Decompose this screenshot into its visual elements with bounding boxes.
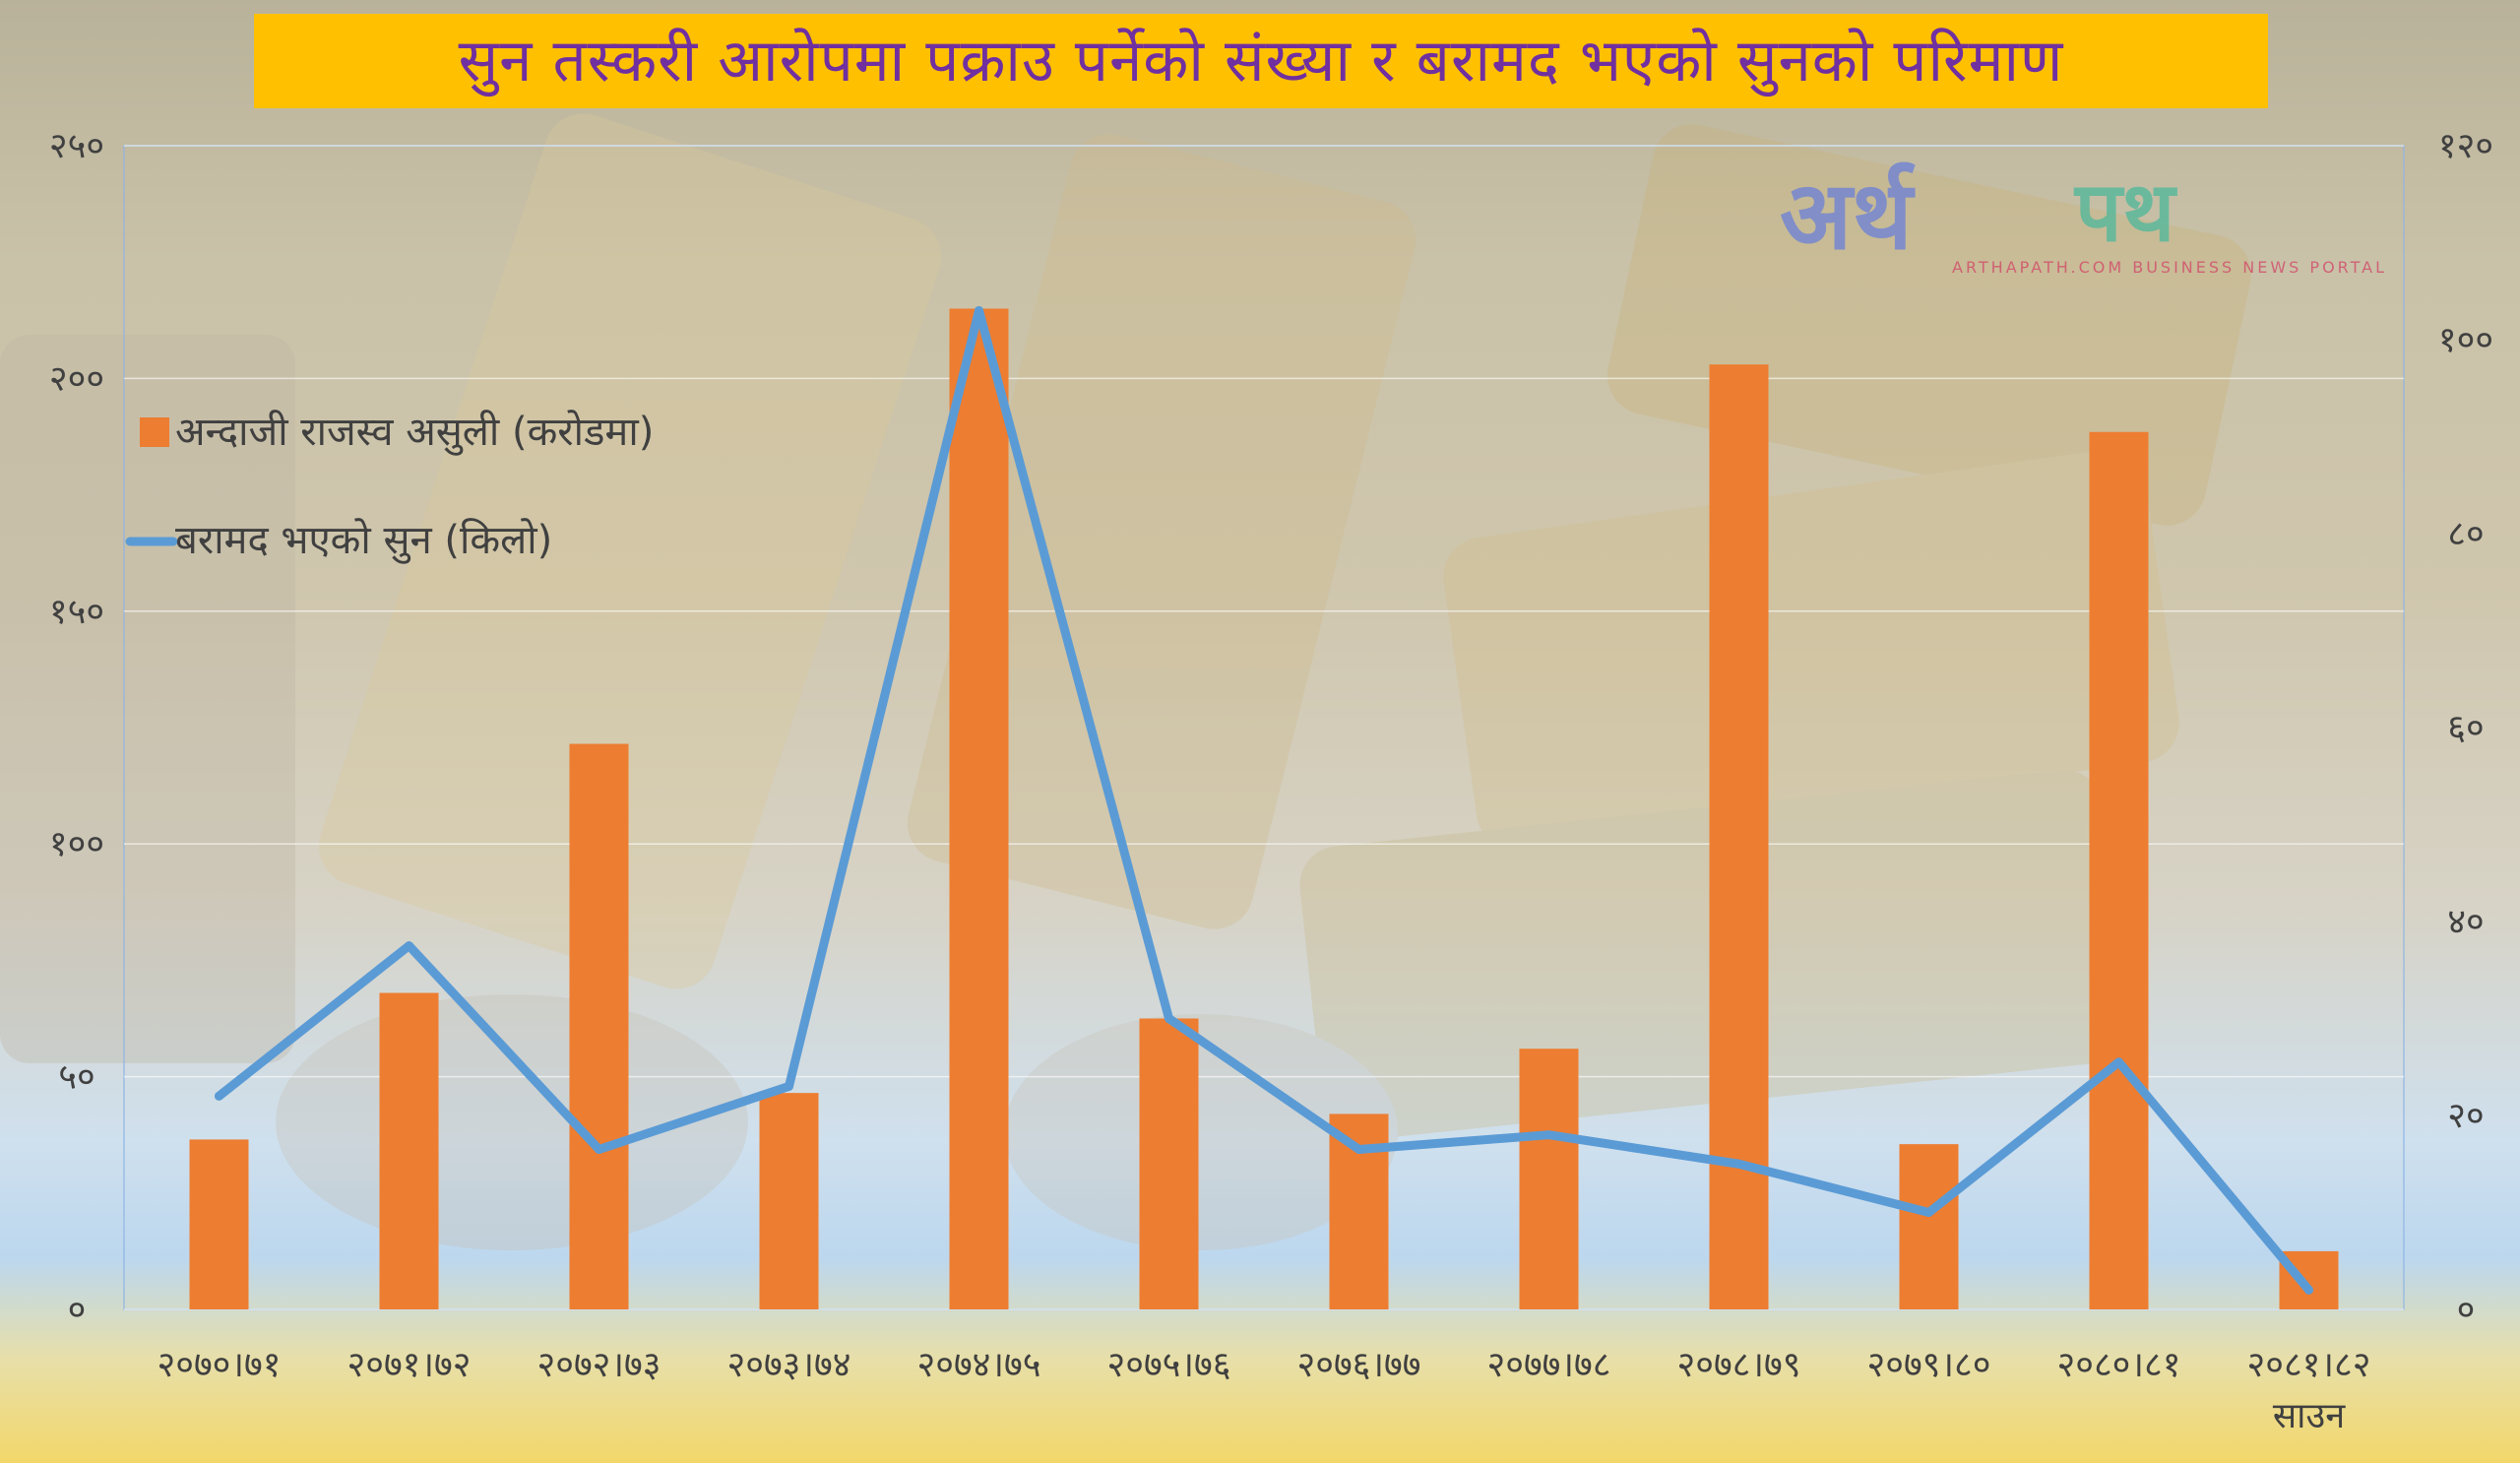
right-axis-tick-label: १२० bbox=[2438, 126, 2493, 166]
series-line bbox=[215, 305, 2313, 1295]
legend-swatch-bars bbox=[140, 417, 169, 447]
logo-main-text: अर्थ bbox=[1780, 160, 1913, 271]
logo-second-text: पथ bbox=[2075, 163, 2175, 260]
line-point bbox=[2114, 1057, 2123, 1067]
right-axis-tick-label: ४० bbox=[2447, 902, 2484, 942]
logo-tagline: ARTHAPATH.COM BUSINESS NEWS PORTAL bbox=[1952, 258, 2388, 277]
right-axis-tick-label: ६० bbox=[2447, 708, 2484, 748]
left-axis-tick-label: १५० bbox=[49, 592, 104, 632]
chart-title: सुन तस्करी आरोपमा पक्राउ पर्नेको संख्या … bbox=[458, 27, 2064, 95]
x-axis-tick-label: २०७२।७३ bbox=[537, 1345, 662, 1385]
line-point bbox=[1165, 1014, 1173, 1023]
bar bbox=[189, 1139, 249, 1309]
x-axis-tick-label: २०७९।८० bbox=[1867, 1345, 1991, 1385]
right-axis-tick-label: ८० bbox=[2447, 514, 2484, 554]
bar bbox=[1139, 1018, 1199, 1309]
line-point bbox=[975, 305, 983, 315]
line-point bbox=[405, 941, 413, 951]
line-point bbox=[595, 1144, 603, 1154]
bar bbox=[379, 992, 439, 1309]
bar bbox=[949, 308, 1009, 1310]
x-axis-tick-label: २०७३।७४ bbox=[727, 1345, 851, 1385]
x-axis-tick-label: २०७८।७९ bbox=[1677, 1345, 1801, 1385]
title-banner bbox=[254, 14, 2268, 108]
left-axis-tick-label: १०० bbox=[49, 824, 104, 864]
right-axis-tick-label: २० bbox=[2447, 1096, 2484, 1136]
line-point bbox=[1924, 1208, 1933, 1217]
x-axis-sublabel: साउन bbox=[2273, 1396, 2346, 1436]
line-point bbox=[1734, 1159, 1743, 1169]
left-axis-tick-label: २०० bbox=[49, 358, 104, 399]
legend-label-line: बरामद भएको सुन (किलो) bbox=[175, 518, 552, 564]
line-point bbox=[215, 1091, 223, 1101]
x-axis-tick-label: २०७६।७७ bbox=[1297, 1345, 1421, 1385]
bar bbox=[1899, 1144, 1959, 1309]
bar bbox=[2089, 431, 2149, 1310]
plot-border bbox=[123, 145, 2405, 1310]
bar bbox=[569, 743, 629, 1309]
line-point bbox=[1354, 1144, 1363, 1154]
bar bbox=[759, 1093, 819, 1309]
x-axis-tick-label: २०७१।७२ bbox=[347, 1345, 472, 1385]
bar bbox=[1519, 1049, 1579, 1309]
x-axis-tick-label: २०७५।७६ bbox=[1107, 1345, 1231, 1385]
line-point bbox=[785, 1081, 793, 1091]
right-axis-tick-label: १०० bbox=[2438, 320, 2493, 360]
right-axis-tick-label: ० bbox=[2457, 1290, 2476, 1330]
x-axis-tick-label: २०७४।७५ bbox=[917, 1345, 1041, 1385]
x-axis-tick-label: २०७७।७८ bbox=[1487, 1345, 1611, 1385]
line-point bbox=[2304, 1285, 2313, 1295]
left-axis-tick-label: २५० bbox=[49, 126, 104, 166]
left-axis-tick-label: ५० bbox=[58, 1057, 94, 1098]
bar bbox=[1329, 1113, 1389, 1309]
x-axis-tick-label: २०७०।७१ bbox=[158, 1345, 282, 1385]
arthapath-logo: अर्थ पथ ARTHAPATH.COM BUSINESS NEWS PORT… bbox=[1780, 148, 2384, 277]
bar bbox=[1709, 364, 1769, 1309]
x-axis-tick-label: २०८०।८१ bbox=[2057, 1345, 2181, 1385]
left-axis-tick-label: ० bbox=[68, 1290, 87, 1330]
legend-label-bars: अन्दाजी राजस्व असुली (करोडमा) bbox=[175, 410, 654, 456]
line-point bbox=[1544, 1130, 1553, 1140]
x-axis-tick-label: २०८१।८२ bbox=[2247, 1345, 2371, 1385]
